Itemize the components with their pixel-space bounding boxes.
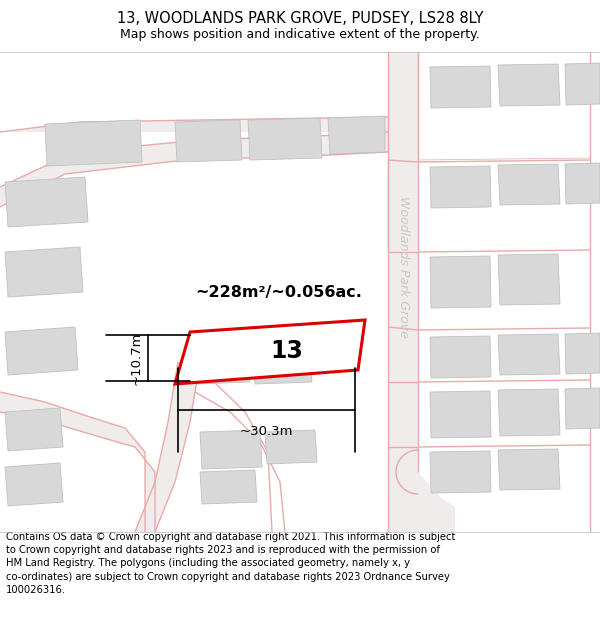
- Polygon shape: [175, 320, 365, 384]
- Polygon shape: [5, 327, 78, 375]
- Polygon shape: [5, 247, 83, 297]
- Polygon shape: [430, 166, 491, 208]
- Polygon shape: [5, 408, 63, 451]
- Polygon shape: [200, 470, 257, 504]
- Text: Contains OS data © Crown copyright and database right 2021. This information is : Contains OS data © Crown copyright and d…: [6, 532, 455, 595]
- Polygon shape: [498, 334, 560, 375]
- Polygon shape: [418, 472, 455, 532]
- Polygon shape: [430, 66, 491, 108]
- Polygon shape: [0, 132, 388, 207]
- Polygon shape: [195, 355, 250, 384]
- Polygon shape: [430, 256, 491, 308]
- Text: 13, WOODLANDS PARK GROVE, PUDSEY, LS28 8LY: 13, WOODLANDS PARK GROVE, PUDSEY, LS28 8…: [117, 11, 483, 26]
- Polygon shape: [5, 463, 63, 506]
- Polygon shape: [200, 430, 262, 469]
- Polygon shape: [565, 163, 600, 204]
- Polygon shape: [248, 118, 322, 160]
- Polygon shape: [430, 391, 491, 438]
- Polygon shape: [388, 52, 440, 532]
- Text: 13: 13: [271, 339, 304, 364]
- Polygon shape: [565, 388, 600, 429]
- Text: ~10.7m: ~10.7m: [130, 331, 143, 385]
- Polygon shape: [498, 164, 560, 205]
- Polygon shape: [565, 333, 600, 374]
- Polygon shape: [430, 451, 491, 493]
- Polygon shape: [498, 254, 560, 305]
- Text: Map shows position and indicative extent of the property.: Map shows position and indicative extent…: [120, 28, 480, 41]
- Polygon shape: [430, 336, 491, 378]
- Polygon shape: [135, 362, 200, 532]
- Polygon shape: [0, 392, 155, 532]
- Text: ~228m²/~0.056ac.: ~228m²/~0.056ac.: [195, 284, 362, 299]
- Text: ~30.3m: ~30.3m: [240, 425, 293, 438]
- Polygon shape: [328, 116, 385, 154]
- Polygon shape: [0, 117, 388, 132]
- Polygon shape: [5, 177, 88, 227]
- Polygon shape: [265, 430, 317, 464]
- Polygon shape: [175, 120, 242, 162]
- Polygon shape: [498, 389, 560, 436]
- Polygon shape: [253, 355, 312, 384]
- Text: Woodlands Park Grove: Woodlands Park Grove: [398, 196, 410, 338]
- Polygon shape: [498, 64, 560, 106]
- Polygon shape: [498, 449, 560, 490]
- Polygon shape: [565, 63, 600, 105]
- Polygon shape: [45, 120, 142, 166]
